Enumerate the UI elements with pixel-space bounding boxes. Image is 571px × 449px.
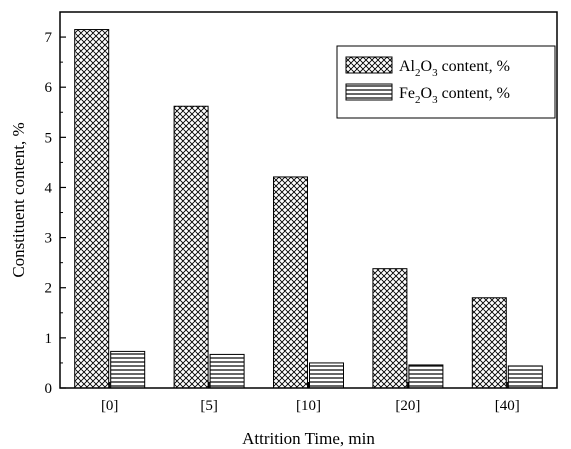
bar-fe2o3-2 bbox=[309, 362, 344, 389]
x-tick-label: [0] bbox=[101, 398, 119, 414]
bar-fe2o3-3 bbox=[408, 364, 444, 389]
y-axis-ticks: 0 1 2 3 4 5 6 7 bbox=[45, 30, 66, 397]
legend-box bbox=[336, 45, 556, 119]
x-tick-label: [20] bbox=[395, 398, 420, 414]
legend-label-1: Fe2O3 content, % bbox=[399, 85, 510, 106]
y-tick-label: 6 bbox=[45, 80, 53, 96]
bar-al2o3-0 bbox=[74, 29, 110, 389]
bar-al2o3-1 bbox=[173, 105, 209, 389]
y-tick-label: 2 bbox=[45, 281, 53, 297]
y-tick-label: 0 bbox=[45, 381, 53, 397]
y-axis-title: Constituent content, % bbox=[9, 122, 28, 277]
y-tick-label: 5 bbox=[45, 130, 53, 146]
legend-swatch-1 bbox=[345, 83, 393, 101]
bar-al2o3-3 bbox=[372, 268, 408, 389]
x-tick-label: [40] bbox=[495, 398, 520, 414]
legend: Al2O3 content, % Fe2O3 content, % bbox=[336, 45, 556, 119]
bar-fe2o3-0 bbox=[110, 350, 146, 389]
x-axis-ticks: [0] [5] [10] [20] [40] bbox=[101, 382, 520, 414]
y-tick-label: 3 bbox=[45, 231, 53, 247]
legend-label-0: Al2O3 content, % bbox=[399, 58, 510, 79]
bars-layer bbox=[74, 29, 543, 389]
x-axis-title: Attrition Time, min bbox=[242, 429, 375, 448]
bar-al2o3-4 bbox=[471, 297, 507, 389]
x-tick-label: [5] bbox=[200, 398, 218, 414]
y-tick-label: 7 bbox=[45, 30, 53, 46]
bar-fe2o3-1 bbox=[209, 353, 245, 389]
x-tick-label: [10] bbox=[296, 398, 321, 414]
bar-al2o3-2 bbox=[273, 176, 308, 389]
bar-fe2o3-4 bbox=[507, 365, 543, 389]
y-tick-label: 4 bbox=[45, 180, 53, 196]
y-tick-label: 1 bbox=[45, 331, 53, 347]
legend-swatch-0 bbox=[345, 56, 393, 74]
